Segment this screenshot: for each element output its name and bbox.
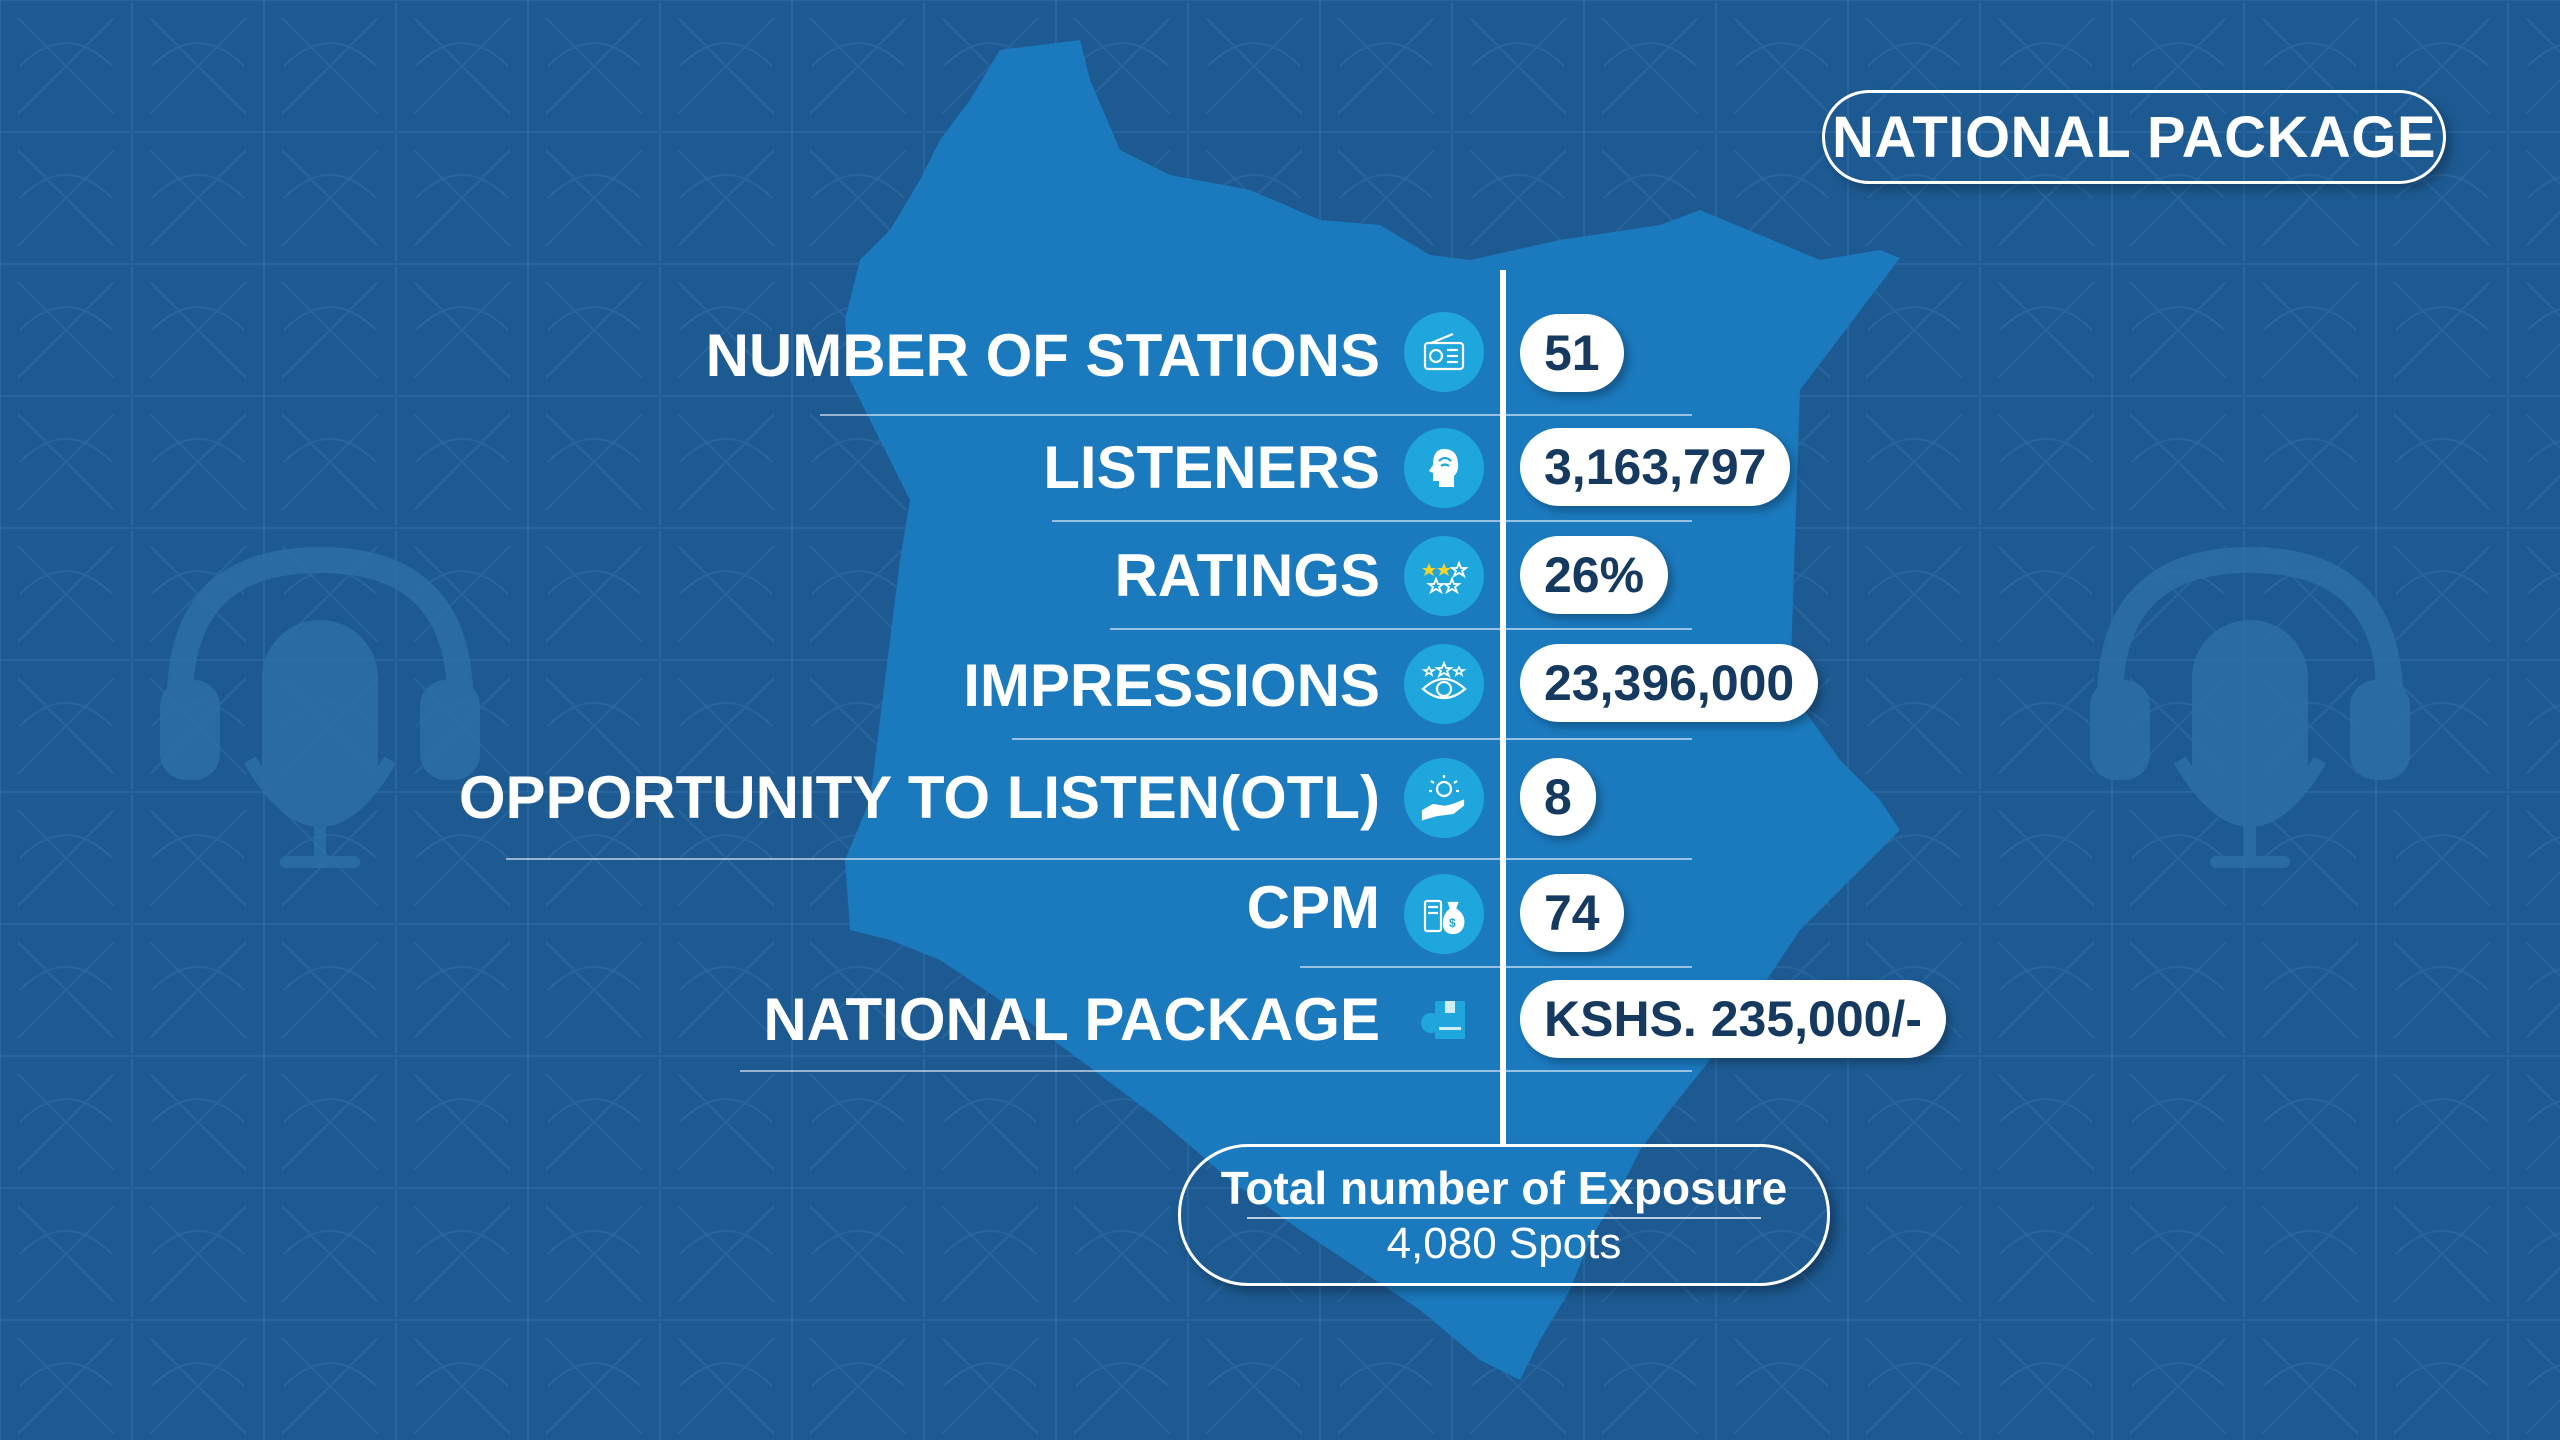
money-bag-icon: $ [1404, 874, 1484, 954]
radio-icon [1404, 312, 1484, 392]
row-label-ratings: RATINGS [1114, 541, 1380, 609]
row-divider-line [506, 858, 1692, 860]
row-label-national-package: NATIONAL PACKAGE [763, 985, 1380, 1053]
row-value-national-package: KSHS. 235,000/- [1520, 980, 1946, 1058]
svg-text:$: $ [1449, 916, 1456, 930]
row-label-impressions: IMPRESSIONS [963, 651, 1380, 719]
row-divider-line [1052, 520, 1692, 522]
hand-lightbulb-icon [1404, 758, 1484, 838]
package-title-badge: NATIONAL PACKAGE [1822, 90, 2446, 184]
listener-head-icon [1404, 428, 1484, 508]
row-value-ratings: 26% [1520, 536, 1669, 614]
row-value-cpm: 74 [1520, 874, 1624, 952]
total-exposure-title: Total number of Exposure [1220, 1162, 1788, 1214]
row-divider-line [820, 414, 1692, 416]
row-value-listeners: 3,163,797 [1520, 428, 1791, 506]
row-label-cpm: CPM [1246, 873, 1380, 941]
row-label-otl: OPPORTUNITY TO LISTEN(OTL) [458, 763, 1380, 831]
stars-rating-icon [1404, 536, 1484, 616]
eye-icon [1404, 644, 1484, 724]
total-exposure-value: 4,080 Spots [1386, 1219, 1622, 1268]
center-divider [1500, 270, 1506, 1144]
left-headphones-mic-art [160, 546, 480, 868]
row-label-listeners: LISTENERS [1043, 433, 1380, 501]
row-divider-line [740, 1070, 1692, 1072]
total-exposure-box: Total number of Exposure 4,080 Spots [1178, 1144, 1830, 1286]
total-separator [1247, 1217, 1761, 1219]
row-value-number-of-stations: 51 [1520, 314, 1624, 392]
right-headphones-mic-art [2090, 546, 2410, 868]
row-label-number-of-stations: NUMBER OF STATIONS [705, 321, 1380, 389]
row-divider-line [1110, 628, 1692, 630]
row-divider-line [1300, 966, 1692, 968]
row-value-impressions: 23,396,000 [1520, 644, 1819, 722]
row-value-otl: 8 [1520, 758, 1596, 836]
package-box-icon [1404, 980, 1484, 1060]
row-divider-line [1012, 738, 1692, 740]
